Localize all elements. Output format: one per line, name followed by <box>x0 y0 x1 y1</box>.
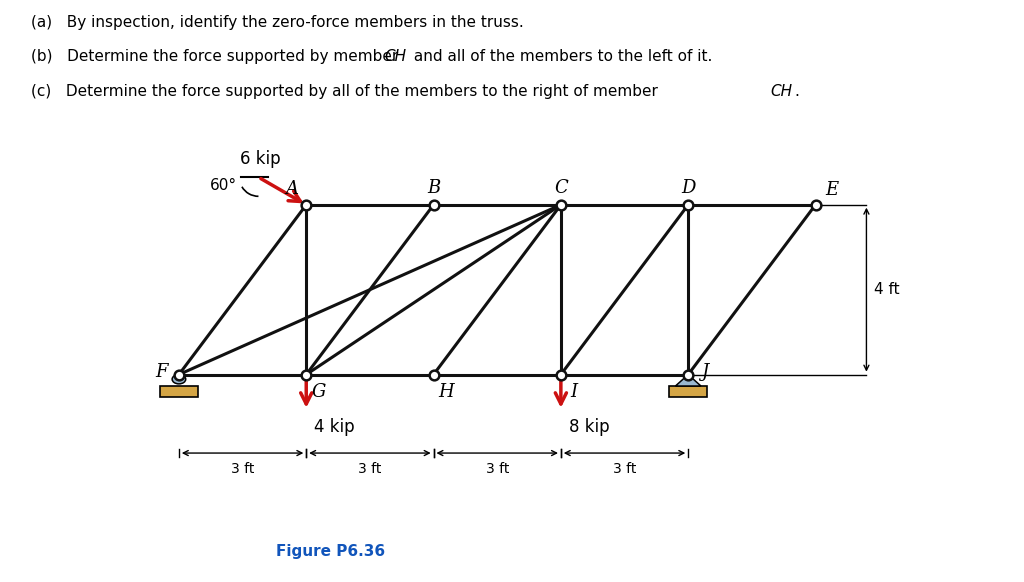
Text: 3 ft: 3 ft <box>485 462 509 475</box>
Text: and all of the members to the left of it.: and all of the members to the left of it… <box>409 49 712 65</box>
Text: (a)   By inspection, identify the zero-force members in the truss.: (a) By inspection, identify the zero-for… <box>31 15 523 30</box>
Polygon shape <box>669 386 708 396</box>
Text: .: . <box>795 84 800 100</box>
Text: 3 ft: 3 ft <box>612 462 636 475</box>
Text: H: H <box>438 382 455 400</box>
Text: CH: CH <box>384 49 407 65</box>
Text: 60°: 60° <box>210 178 238 193</box>
Text: 3 ft: 3 ft <box>358 462 382 475</box>
Text: 8 kip: 8 kip <box>568 418 609 436</box>
Text: D: D <box>681 179 695 197</box>
Text: 6 kip: 6 kip <box>241 150 281 168</box>
Text: CH: CH <box>770 84 793 100</box>
Text: C: C <box>554 179 567 197</box>
Ellipse shape <box>172 375 185 384</box>
Text: I: I <box>570 382 578 400</box>
Polygon shape <box>160 386 198 396</box>
Text: (c)   Determine the force supported by all of the members to the right of member: (c) Determine the force supported by all… <box>31 84 663 100</box>
Text: G: G <box>311 382 327 400</box>
Text: 4 kip: 4 kip <box>314 418 354 436</box>
Text: 3 ft: 3 ft <box>230 462 254 475</box>
Polygon shape <box>676 375 700 386</box>
Text: F: F <box>155 363 167 381</box>
Text: B: B <box>427 179 440 197</box>
Text: (b)   Determine the force supported by member: (b) Determine the force supported by mem… <box>31 49 402 65</box>
Text: E: E <box>825 181 839 199</box>
Text: J: J <box>700 363 708 381</box>
Text: Figure P6.36: Figure P6.36 <box>276 544 386 559</box>
Text: A: A <box>285 180 298 198</box>
Text: 4 ft: 4 ft <box>874 282 900 297</box>
